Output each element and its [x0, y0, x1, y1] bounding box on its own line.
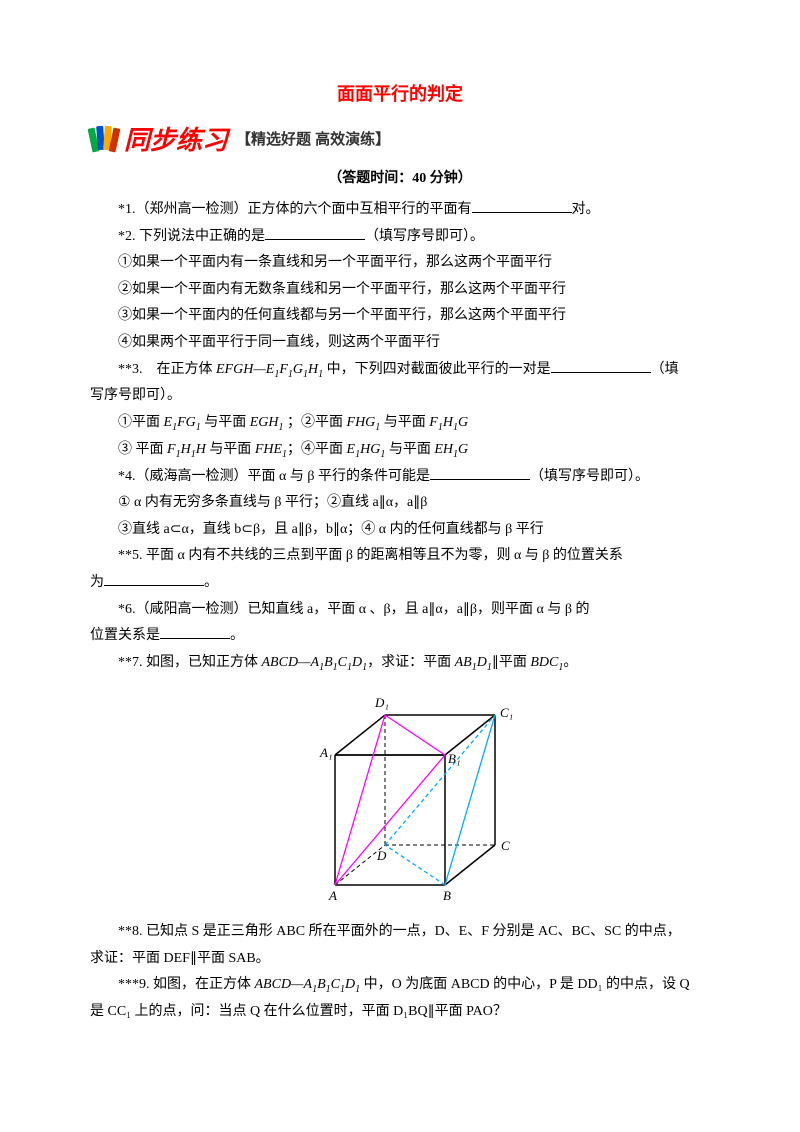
q2-2: ②如果一个平面内有无数条直线和另一个平面平行，那么这两个平面平行 [90, 277, 710, 304]
banner: 同步练习 【精选好题 高效演练】 [90, 120, 710, 157]
banner-main: 同步练习 [124, 120, 228, 157]
svg-text:C: C [501, 838, 510, 853]
svg-text:D₁: D₁ [374, 695, 389, 710]
q4-2: ③直线 a⊂α，直线 b⊂β，且 a∥β，b∥α；④ α 内的任何直线都与 β … [90, 517, 710, 544]
q3-tail: 写序号即可）。 [90, 383, 710, 410]
timing: （答题时间：40 分钟） [90, 167, 710, 187]
blank [104, 571, 204, 586]
banner-sub: 【精选好题 高效演练】 [236, 128, 390, 149]
q2-1: ①如果一个平面内有一条直线和另一个平面平行，那么这两个平面平行 [90, 250, 710, 277]
q3-2: ③ 平面 F1H1H 与平面 FHE1；④平面 E1HG1 与平面 EH1G [90, 437, 710, 464]
q8-b: 求证：平面 DEF∥平面 SAB。 [90, 946, 710, 973]
svg-text:A₁: A₁ [319, 745, 332, 760]
blank [265, 225, 365, 240]
q3: **3. 在正方体 EFGH—E1F1G1H1 中，下列四对截面彼此平行的一对是… [90, 357, 710, 384]
q4: *4.（威海高一检测）平面 α 与 β 平行的条件可能是（填写序号即可）。 [90, 464, 710, 491]
q6-a: *6.（咸阳高一检测）已知直线 a，平面 α 、β，且 a∥α，a∥β，则平面 … [90, 597, 710, 624]
q2-4: ④如果两个平面平行于同一直线，则这两个平面平行 [90, 330, 710, 357]
q2-3: ③如果一个平面内的任何直线都与另一个平面平行，那么这两个平面平行 [90, 303, 710, 330]
svg-text:B: B [443, 888, 451, 903]
svg-text:D: D [376, 848, 387, 863]
blank [472, 198, 572, 213]
q1: *1.（郑州高一检测）正方体的六个面中互相平行的平面有对。 [90, 197, 710, 224]
q3-1: ①平面 E1FG1 与平面 EGH1 ；②平面 FHG1 与平面 F1H1G [90, 410, 710, 437]
content: *1.（郑州高一检测）正方体的六个面中互相平行的平面有对。 *2. 下列说法中正… [90, 197, 710, 1026]
blank [430, 465, 530, 480]
cube-figure: A B C D A₁ B₁ C₁ D₁ [90, 685, 710, 916]
doc-title: 面面平行的判定 [90, 80, 710, 106]
q5-b: 为。 [90, 570, 710, 597]
blank [160, 624, 230, 639]
svg-text:C₁: C₁ [500, 705, 513, 720]
q2: *2. 下列说法中正确的是（填写序号即可）。 [90, 224, 710, 251]
svg-text:A: A [328, 888, 337, 903]
q7: **7. 如图，已知正方体 ABCD—A1B1C1D1，求证：平面 AB1D1∥… [90, 650, 710, 677]
q4-1: ① α 内有无穷多条直线与 β 平行；②直线 a∥α，a∥β [90, 490, 710, 517]
blank [551, 358, 651, 373]
books-icon [90, 126, 118, 152]
q8-a: **8. 已知点 S 是正三角形 ABC 所在平面外的一点，D、E、F 分别是 … [90, 919, 710, 946]
q5-a: **5. 平面 α 内有不共线的三点到平面 β 的距离相等且不为零，则 α 与 … [90, 543, 710, 570]
q9-a: ***9. 如图，在正方体 ABCD—A1B1C1D1 中，O 为底面 ABCD… [90, 972, 710, 999]
q6-b: 位置关系是。 [90, 623, 710, 650]
svg-text:B₁: B₁ [448, 751, 460, 766]
q9-c: 是 CC₁ 上的点，问：当点 Q 在什么位置时，平面 D₁BQ∥平面 PAO？ [90, 999, 710, 1026]
